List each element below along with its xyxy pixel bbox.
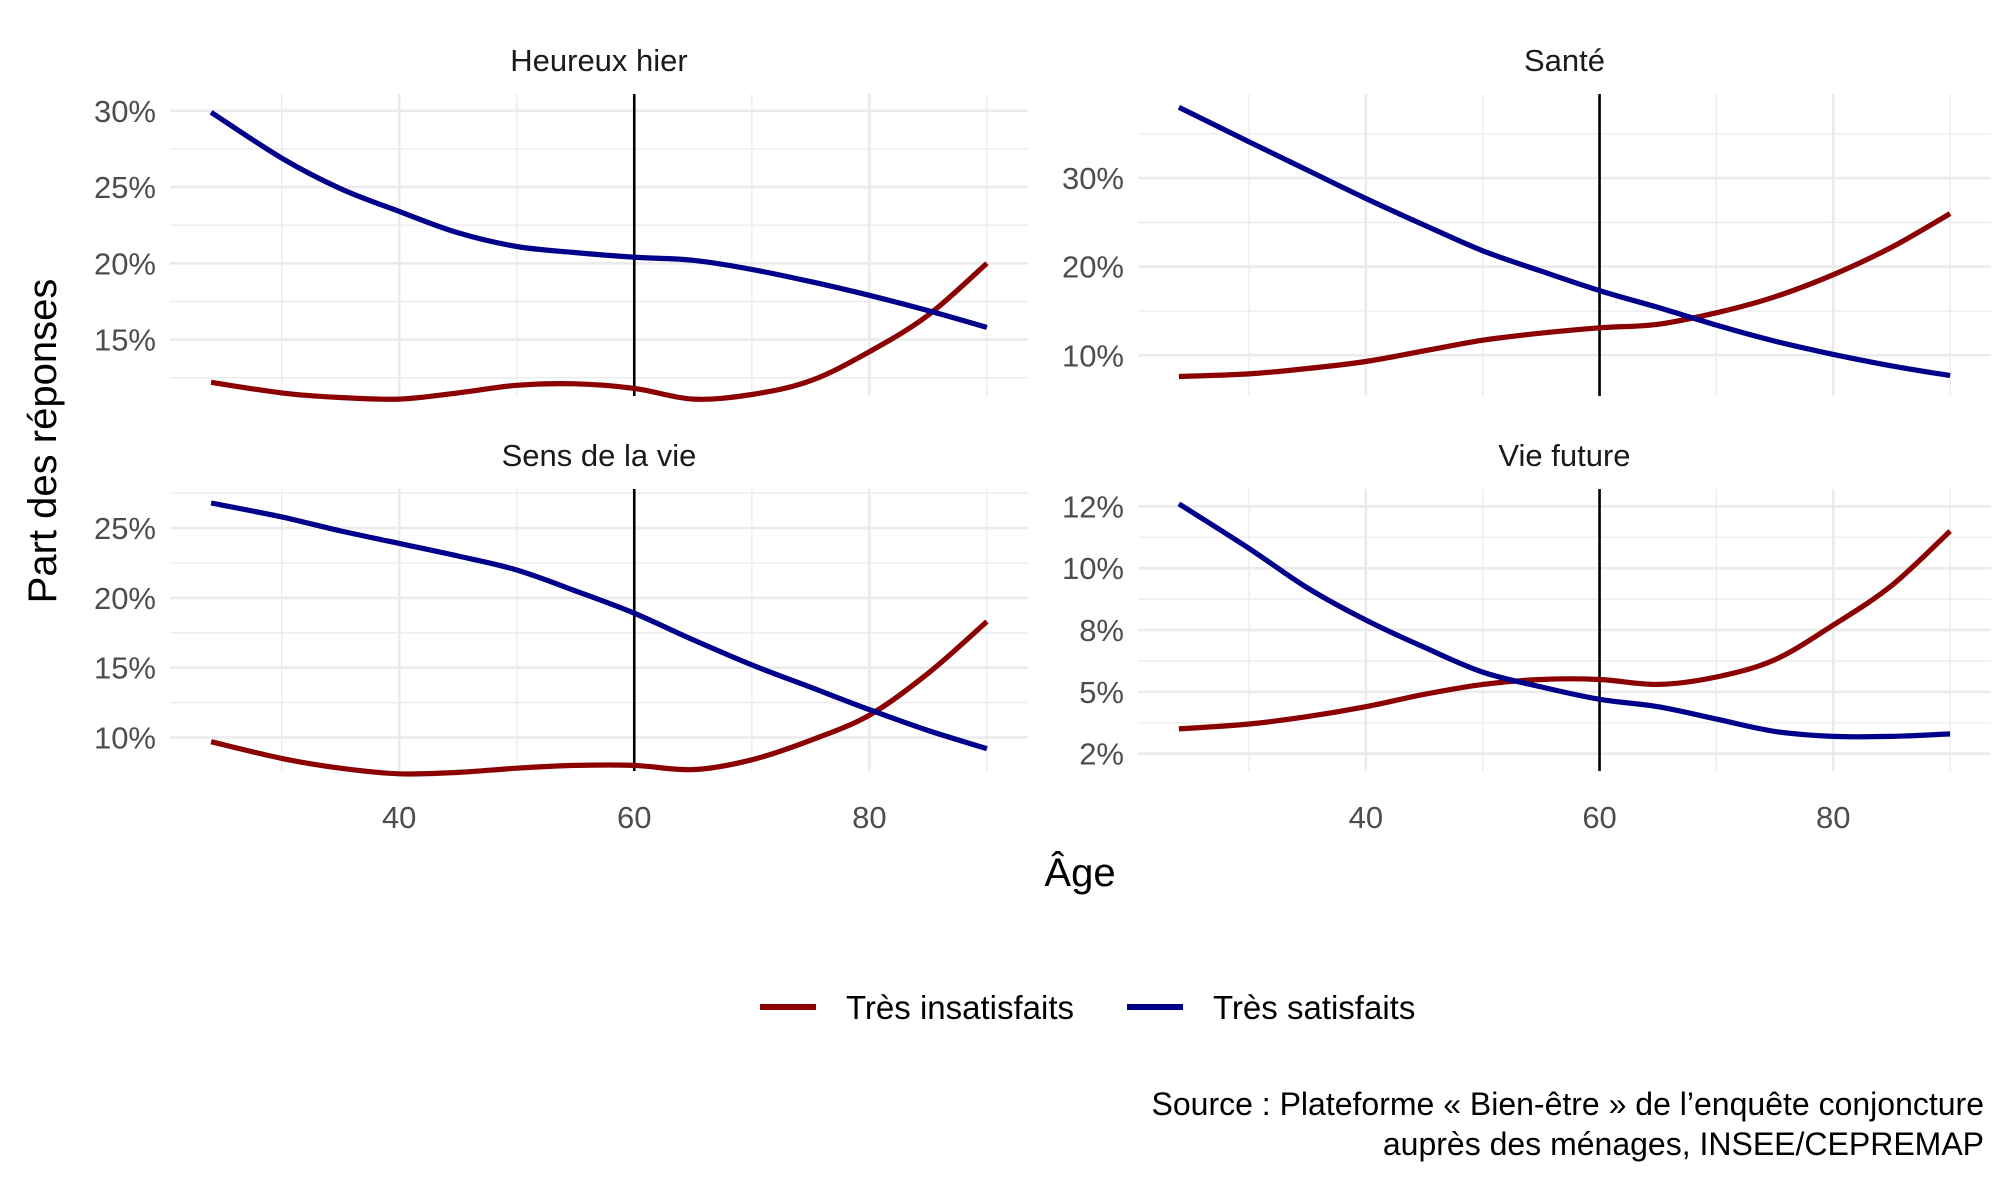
y-tick-label: 15%	[94, 651, 156, 686]
legend: Très insatisfaits Très satisfaits	[760, 989, 1415, 1026]
facet-title-sens-de-la-vie: Sens de la vie	[502, 438, 697, 473]
y-tick-label: 25%	[94, 170, 156, 205]
x-tick-label: 40	[1349, 800, 1383, 835]
x-tick-label: 40	[382, 800, 416, 835]
panel-heureux-hier: 15% 20% 25% 30% Heureux hier	[94, 43, 1028, 402]
series-line-insatisfaits-heureux-hier	[210, 261, 989, 402]
series-line-satisfaits-vie-future	[1177, 501, 1951, 740]
source-line-2: auprès des ménages, INSEE/CEPREMAP	[1383, 1126, 1984, 1162]
series-line-insatisfaits-vie-future	[1178, 529, 1952, 732]
series-line-insatisfaits-sens-de-la-vie	[210, 619, 989, 777]
series-line-satisfaits-heureux-hier	[209, 110, 988, 330]
source-note: Source : Plateforme « Bien-être » de l’e…	[1152, 1086, 1985, 1162]
y-tick-label: 30%	[1062, 161, 1124, 196]
y-tick-label: 20%	[94, 246, 156, 281]
series-line-satisfaits-sens-de-la-vie	[210, 500, 988, 752]
panel-vie-future: 2% 5% 8% 10% 12% 40 60 80 Vie future	[1062, 438, 1991, 835]
series-line-satisfaits-sante	[1177, 104, 1951, 379]
facet-panels: 15%20%25%30%Heureux hier10%20%30%Santé10…	[94, 43, 1991, 835]
facet-title-vie-future: Vie future	[1498, 438, 1630, 473]
source-line-1: Source : Plateforme « Bien-être » de l’e…	[1152, 1086, 1985, 1122]
y-tick-label: 30%	[94, 94, 156, 129]
y-tick-label: 8%	[1079, 613, 1124, 648]
y-tick-label: 20%	[94, 581, 156, 616]
y-tick-label: 2%	[1079, 737, 1124, 772]
legend-label-satisfaits: Très satisfaits	[1213, 989, 1415, 1026]
y-tick-label: 10%	[1062, 551, 1124, 586]
panel-sens-de-la-vie: 10% 15% 20% 25% 40 60 80 Sens de la vie	[94, 438, 1028, 835]
x-axis-title: Âge	[1044, 850, 1115, 895]
y-tick-label: 5%	[1079, 675, 1124, 710]
x-tick-label: 80	[852, 800, 886, 835]
x-tick-label: 80	[1816, 800, 1850, 835]
y-tick-label: 12%	[1062, 489, 1124, 524]
series-line-insatisfaits-sante	[1178, 211, 1952, 380]
y-tick-label: 25%	[94, 511, 156, 546]
y-tick-label: 10%	[94, 720, 156, 755]
facet-title-heureux-hier: Heureux hier	[510, 43, 687, 78]
facet-title-sante: Santé	[1524, 43, 1605, 78]
y-tick-label: 10%	[1062, 338, 1124, 373]
y-tick-label: 15%	[94, 323, 156, 358]
x-tick-label: 60	[1582, 800, 1616, 835]
panel-sante: 10% 20% 30% Santé	[1062, 43, 1991, 396]
y-tick-label: 20%	[1062, 250, 1124, 285]
y-axis-title: Part des réponses	[21, 279, 65, 604]
legend-label-insatisfaits: Très insatisfaits	[846, 989, 1074, 1026]
x-tick-label: 60	[617, 800, 651, 835]
